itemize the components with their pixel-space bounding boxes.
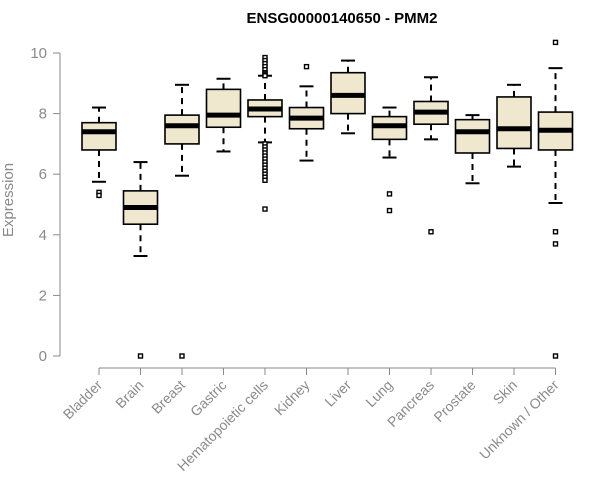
outlier-point bbox=[137, 353, 144, 359]
box-kidney bbox=[288, 63, 325, 162]
outlier-point bbox=[552, 353, 559, 359]
chart-title: ENSG00000140650 - PMM2 bbox=[247, 10, 438, 27]
box-pancreas bbox=[413, 76, 449, 235]
y-tick-label: 0 bbox=[39, 348, 47, 365]
box-bladder bbox=[81, 106, 117, 199]
x-tick-label: Kidney bbox=[271, 377, 313, 419]
outlier-point bbox=[262, 73, 268, 79]
x-tick-label: Lung bbox=[362, 377, 395, 410]
y-axis-label: Expression bbox=[0, 163, 17, 237]
outlier-point bbox=[262, 177, 268, 183]
box-iqr bbox=[164, 114, 200, 145]
x-tick-label: Liver bbox=[321, 377, 354, 410]
outlier-point bbox=[303, 63, 310, 70]
outlier-point bbox=[428, 229, 434, 235]
x-tick-label: Breast bbox=[148, 377, 188, 417]
box-liver bbox=[330, 59, 366, 135]
box-gastric bbox=[205, 77, 242, 153]
box-brain bbox=[122, 161, 159, 359]
x-tick-label: Bladder bbox=[60, 377, 106, 423]
outlier-point bbox=[386, 207, 393, 214]
box-unknown-other bbox=[537, 39, 574, 359]
y-tick-label: 2 bbox=[39, 287, 47, 304]
outlier-point bbox=[262, 206, 268, 212]
box-prostate bbox=[454, 114, 491, 185]
box-hematopoietic-cells bbox=[247, 54, 283, 212]
box-iqr bbox=[496, 96, 532, 150]
box-breast bbox=[164, 83, 200, 359]
outlier-point bbox=[96, 192, 102, 199]
box-lung bbox=[371, 106, 408, 214]
x-tick-label: Skin bbox=[490, 377, 521, 408]
x-tick-label: Unknown / Other bbox=[476, 377, 562, 463]
y-tick-label: 10 bbox=[30, 45, 47, 62]
x-tick-label: Brain bbox=[112, 377, 146, 411]
box-iqr bbox=[81, 121, 117, 151]
outlier-point bbox=[552, 241, 559, 247]
box-iqr bbox=[205, 88, 242, 129]
outlier-point bbox=[552, 39, 559, 46]
y-tick-label: 6 bbox=[39, 166, 47, 183]
outlier-point bbox=[386, 191, 393, 197]
y-tick-label: 4 bbox=[39, 227, 47, 244]
outlier-point bbox=[552, 229, 559, 235]
box-iqr bbox=[454, 118, 491, 154]
outlier-point bbox=[179, 353, 185, 359]
x-tick-label: Prostate bbox=[430, 377, 478, 425]
boxes-layer bbox=[81, 39, 574, 359]
y-axis: 0 2 4 6 8 10 bbox=[30, 45, 61, 365]
y-tick-label: 8 bbox=[39, 106, 47, 123]
box-skin bbox=[496, 83, 532, 168]
